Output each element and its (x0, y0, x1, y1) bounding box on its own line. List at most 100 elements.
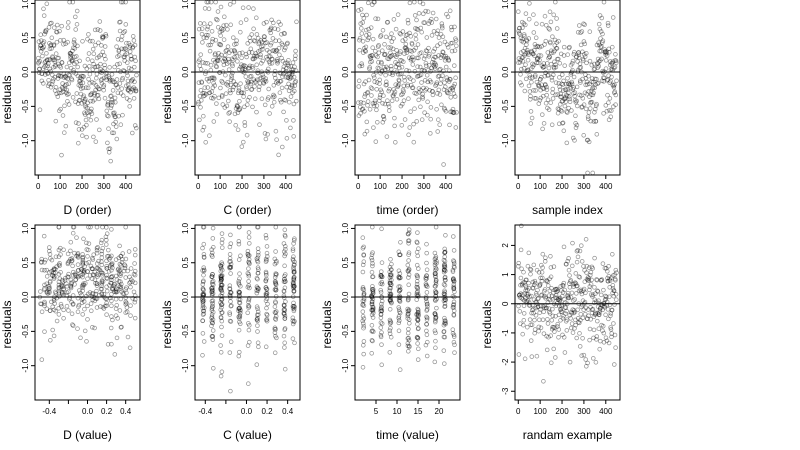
data-point (369, 301, 375, 307)
data-point (201, 252, 207, 257)
data-point (274, 47, 279, 53)
data-point (90, 58, 95, 64)
data-point (524, 69, 530, 74)
data-point (600, 38, 606, 44)
data-point (535, 296, 541, 302)
data-point (273, 271, 278, 276)
data-point (56, 291, 62, 296)
data-point (260, 47, 265, 52)
data-point (442, 303, 448, 309)
data-point (127, 274, 132, 280)
data-point (273, 80, 279, 85)
data-point (233, 123, 238, 128)
data-point (56, 282, 62, 288)
data-point (229, 290, 234, 295)
data-point (378, 320, 384, 325)
data-point (50, 54, 55, 59)
data-point (581, 39, 587, 44)
data-point (56, 288, 62, 294)
data-point (111, 130, 117, 136)
data-point (568, 325, 574, 331)
data-point (120, 93, 126, 98)
data-point (290, 315, 296, 321)
data-point (231, 84, 236, 90)
data-point (43, 59, 48, 64)
data-point (129, 57, 134, 62)
data-point (546, 306, 552, 311)
data-point (524, 42, 529, 47)
data-point (570, 135, 576, 141)
data-point (424, 290, 430, 295)
data-point (433, 54, 438, 60)
x-tick-label: 200 (555, 407, 569, 416)
data-point (79, 76, 84, 81)
data-point (547, 9, 553, 15)
data-point (89, 91, 94, 96)
data-point (50, 327, 55, 333)
data-point (608, 67, 614, 72)
data-point (381, 65, 387, 70)
data-point (281, 303, 287, 308)
data-point (582, 41, 588, 47)
data-point (433, 254, 439, 259)
data-point (244, 86, 250, 91)
data-point (518, 57, 523, 63)
data-point (123, 302, 128, 307)
data-point (201, 241, 207, 247)
data-point (51, 266, 57, 271)
data-point (414, 281, 420, 287)
data-point (282, 340, 287, 346)
data-point (91, 134, 96, 140)
data-point (406, 349, 411, 354)
data-point (105, 103, 110, 108)
data-point (200, 301, 206, 307)
data-point (548, 61, 554, 67)
data-point (414, 26, 420, 32)
data-point (291, 288, 297, 294)
data-point (73, 277, 78, 283)
data-point (290, 90, 295, 95)
data-point (282, 327, 287, 332)
data-point (540, 251, 546, 257)
data-point (236, 107, 241, 113)
data-point (263, 233, 269, 238)
data-point (396, 78, 402, 84)
data-point (292, 262, 297, 267)
data-point (369, 257, 375, 263)
data-point (371, 329, 376, 334)
data-point (409, 40, 415, 46)
data-point (451, 339, 457, 345)
data-point (378, 312, 384, 317)
data-point (254, 54, 260, 59)
data-point (244, 132, 250, 138)
data-point (421, 11, 426, 17)
x-tick-label: 400 (279, 182, 293, 191)
data-point (131, 96, 137, 101)
data-point (603, 266, 609, 271)
data-point (109, 314, 114, 319)
data-point (450, 277, 456, 282)
data-point (70, 302, 76, 307)
data-point (370, 315, 376, 320)
data-point (130, 130, 135, 136)
data-point (402, 51, 407, 56)
data-point (224, 103, 230, 109)
data-point (406, 291, 412, 297)
data-point (226, 98, 231, 104)
data-point (54, 29, 60, 35)
data-point (227, 119, 232, 124)
y-tick-label: 1.0 (341, 222, 350, 234)
data-point (607, 294, 612, 300)
data-point (378, 71, 383, 76)
data-point (552, 295, 558, 301)
data-point (264, 312, 270, 318)
data-point (424, 73, 430, 78)
data-point (536, 295, 541, 301)
data-point (279, 55, 284, 61)
data-point (361, 298, 367, 303)
data-point (282, 316, 288, 321)
data-point (516, 30, 522, 36)
data-point (523, 277, 529, 283)
data-point (226, 67, 232, 72)
data-point (92, 97, 97, 102)
